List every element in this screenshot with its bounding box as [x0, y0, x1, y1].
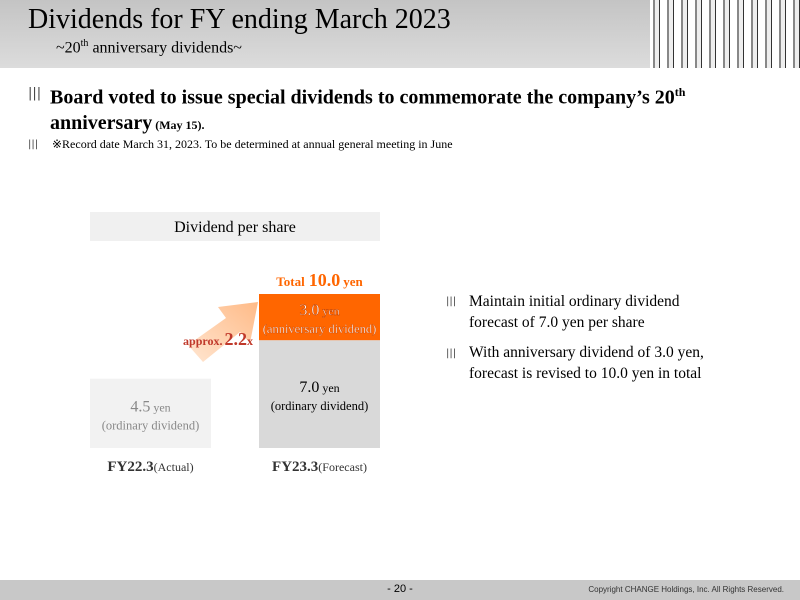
- data-label: 7.0 yen: [299, 379, 339, 396]
- bullet-marker: |||: [28, 86, 42, 101]
- page-number: - 20 -: [387, 583, 413, 595]
- data-label: 4.5 yen: [130, 398, 170, 415]
- bullet: Board voted to issue special dividends t…: [50, 80, 770, 138]
- subtitle-text: anniversary dividends~: [88, 39, 242, 57]
- annotation-prefix: approx.: [183, 334, 222, 348]
- series-label: (anniversary dividend): [263, 322, 377, 336]
- note-marker: |||: [28, 139, 39, 150]
- total-unit: yen: [343, 274, 363, 289]
- category-label: FY22.3(Actual): [107, 459, 193, 475]
- annotation-unit: x: [247, 334, 253, 348]
- side-marker: |||: [446, 296, 457, 307]
- side-bullet: Maintain initial ordinary dividend forec…: [469, 293, 680, 331]
- unit-label: yen: [322, 381, 339, 395]
- copyright: Copyright CHANGE Holdings, Inc. All Righ…: [588, 585, 784, 594]
- bar-segment: [259, 340, 380, 448]
- total-prefix: Total: [276, 274, 305, 289]
- note: ※Record date March 31, 2023. To be deter…: [52, 137, 453, 151]
- bar-segment: [259, 294, 380, 341]
- bullet-date: (May 15).: [152, 117, 205, 132]
- annotation: approx. 2.2x: [183, 329, 253, 349]
- side-bullet: With anniversary dividend of 3.0 yen, fo…: [469, 344, 704, 382]
- total-label: Total 10.0 yen: [276, 270, 363, 290]
- unit-label: yen: [322, 304, 339, 318]
- category-note: (Forecast): [318, 460, 367, 474]
- category-name: FY23.3: [272, 459, 318, 475]
- chart-title-box: [90, 212, 380, 241]
- category-note: (Actual): [154, 460, 194, 474]
- series-label: (ordinary dividend): [271, 399, 369, 413]
- subtitle-sup: th: [80, 38, 89, 49]
- title: Dividends for FY ending March 2023: [28, 4, 451, 35]
- series-label: (ordinary dividend): [102, 418, 200, 432]
- bar-segment: [90, 378, 211, 448]
- side-marker: |||: [446, 348, 457, 359]
- chart-title: Dividend per share: [174, 219, 296, 236]
- category-name: FY22.3: [107, 459, 153, 475]
- data-label: 3.0 yen: [299, 302, 339, 319]
- bullet-text: Board voted to issue special dividends t…: [50, 86, 675, 109]
- category-label: FY23.3(Forecast): [272, 459, 367, 475]
- bullet-sup: th: [674, 85, 686, 99]
- subtitle: ~20th anniversary dividends~: [56, 38, 242, 57]
- value-label: 4.5: [130, 398, 150, 415]
- bullet-text: anniversary: [50, 111, 153, 134]
- value-label: 7.0: [299, 379, 319, 396]
- footer-band: [0, 580, 800, 600]
- annotation-value: 2.2: [224, 329, 247, 349]
- value-label: 3.0: [299, 302, 319, 319]
- header-stripes: [650, 0, 800, 68]
- total-value: 10.0: [309, 270, 341, 290]
- subtitle-text: ~20: [56, 39, 81, 57]
- arrow: [188, 302, 258, 362]
- unit-label: yen: [153, 400, 170, 414]
